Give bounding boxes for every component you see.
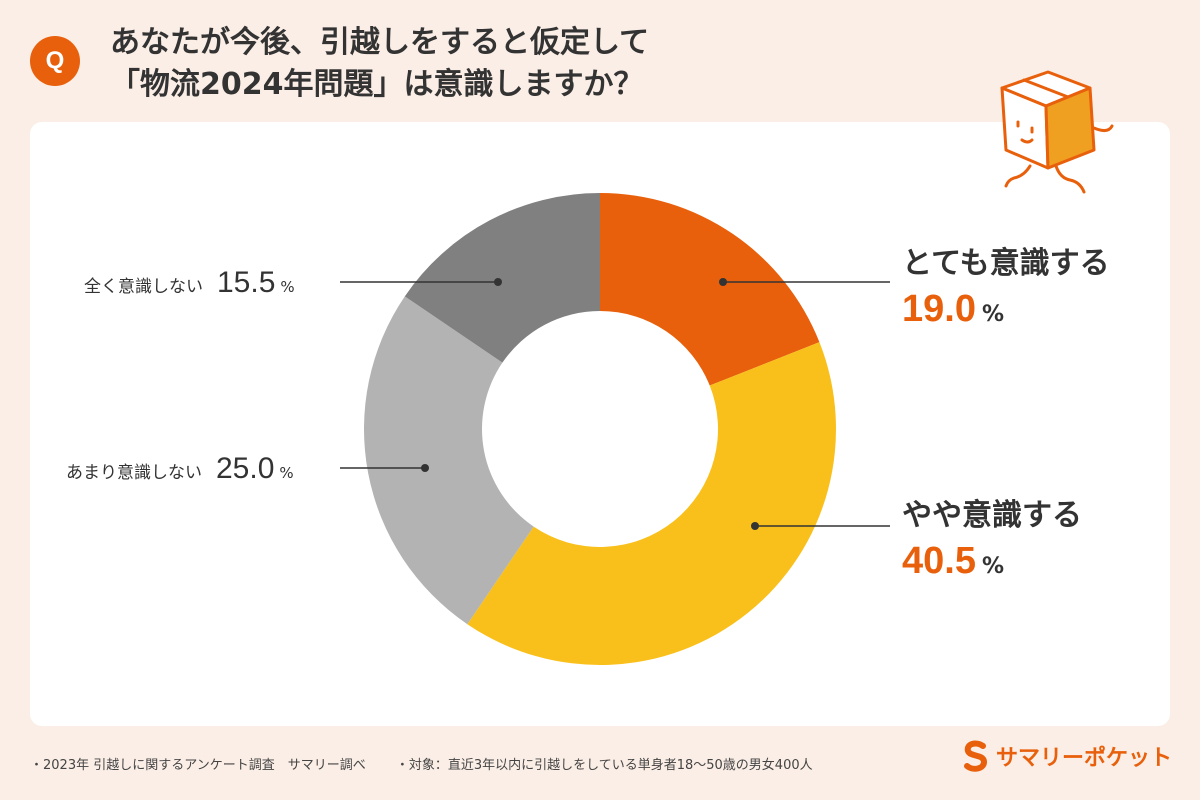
- brand-name: サマリーポケット: [995, 746, 1172, 771]
- brand-logo: サマリーポケット: [962, 740, 1172, 772]
- label-totemo-unit: %: [981, 302, 1005, 327]
- slice-totemo: [600, 193, 820, 386]
- label-zenzen-value: 15.5: [217, 266, 276, 299]
- question-title: あなたが今後、引越しをすると仮定して 「物流2024年問題」は意識しますか？: [110, 22, 649, 106]
- footer-note: ・2023年 引越しに関するアンケート調査 サマリー調べ ・対象：直近3年以内に…: [30, 754, 813, 773]
- label-totemo-valrow: 19.0 %: [902, 288, 1110, 331]
- label-zenzen: 全く意識しない 15.5 %: [84, 266, 295, 300]
- label-yaya-valrow: 40.5 %: [902, 540, 1082, 583]
- slice-yaya: [467, 342, 836, 665]
- label-yaya: やや意識する 40.5 %: [902, 490, 1082, 583]
- box-mascot-icon: [1000, 70, 1114, 194]
- footer-target: ・対象：直近3年以内に引越しをしている単身者18～50歳の男女400人: [395, 758, 813, 773]
- slice-amari: [364, 296, 534, 625]
- question-badge: Q: [30, 36, 80, 86]
- question-line-2: 「物流2024年問題」は意識しますか？: [110, 67, 644, 102]
- label-amari-value: 25.0: [216, 452, 275, 485]
- brand-s-icon: [963, 740, 987, 772]
- slice-zenzen: [404, 193, 600, 363]
- label-totemo-value: 19.0: [902, 288, 976, 330]
- label-zenzen-unit: %: [280, 278, 295, 296]
- slice-amari-leader-dot: [421, 464, 429, 472]
- label-totemo-name: とても意識する: [902, 246, 1110, 281]
- label-amari-unit: %: [279, 464, 294, 482]
- label-amari-name: あまり意識しない: [66, 463, 202, 483]
- slice-totemo-leader-dot: [719, 278, 727, 286]
- label-yaya-name: やや意識する: [902, 498, 1082, 533]
- label-yaya-value: 40.5: [902, 540, 976, 582]
- label-zenzen-name: 全く意識しない: [84, 277, 203, 297]
- label-totemo: とても意識する 19.0 %: [902, 238, 1110, 331]
- slice-zenzen-leader-dot: [494, 278, 502, 286]
- label-yaya-unit: %: [981, 554, 1005, 579]
- slice-yaya-leader-dot: [751, 522, 759, 530]
- label-amari: あまり意識しない 25.0 %: [66, 452, 294, 486]
- footer-source: ・2023年 引越しに関するアンケート調査 サマリー調べ: [30, 758, 366, 773]
- question-line-1: あなたが今後、引越しをすると仮定して: [110, 25, 650, 60]
